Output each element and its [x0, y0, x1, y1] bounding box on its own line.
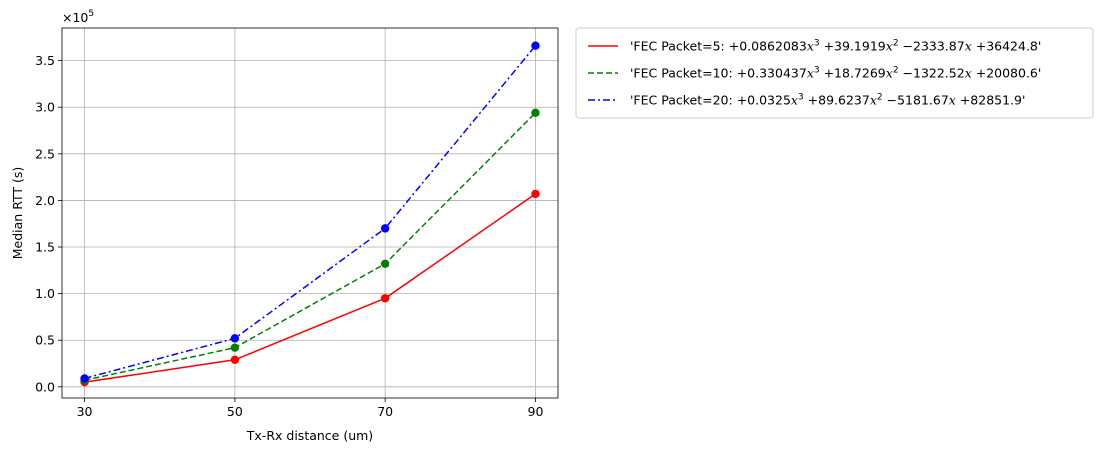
series-layer — [80, 41, 540, 387]
y-tick-label: 1.0 — [35, 286, 55, 301]
y-tick-label: 0.0 — [35, 379, 55, 394]
x-tick-label: 90 — [528, 404, 544, 419]
legend-entry: 'FEC Packet=5: +0.0862083x3 +39.1919x2 −… — [630, 39, 1041, 54]
legend-frame — [575, 27, 1094, 119]
data-point — [380, 259, 390, 268]
series-0 — [80, 189, 540, 387]
legend-entry: 'FEC Packet=20: +0.0325x3 +89.6237x2 −51… — [630, 93, 1025, 108]
plot-frame — [61, 27, 559, 399]
x-tick-label: 30 — [77, 404, 93, 419]
grid — [62, 28, 558, 398]
data-point — [380, 294, 390, 303]
y-axis-label: Median RTT (s) — [10, 167, 25, 260]
y-tick-label: 3.0 — [35, 100, 55, 115]
x-axis-label: Tx-Rx distance (um) — [246, 428, 373, 443]
data-point — [531, 108, 540, 118]
data-point — [230, 334, 240, 343]
y-tick-label: 1.5 — [35, 240, 55, 255]
ticks: 30 50 70 90 0.0 0.5 1.0 1.5 2.0 2.5 3.0 3.5 — [35, 53, 543, 419]
data-point — [531, 41, 540, 50]
series-line — [84, 193, 536, 383]
series-line — [84, 112, 536, 382]
legend-entry: 'FEC Packet=10: +0.330437x3 +18.7269x2 −… — [630, 66, 1041, 81]
series-line — [84, 45, 537, 380]
x-tick-label: 70 — [377, 404, 393, 419]
data-point — [230, 355, 240, 364]
data-point — [80, 374, 89, 383]
y-tick-label: 0.5 — [35, 333, 55, 348]
y-tick-label: 2.0 — [35, 193, 55, 208]
data-point — [531, 189, 540, 199]
y-axis-multiplier: ×105 — [62, 9, 94, 25]
x-tick-label: 50 — [227, 404, 243, 419]
y-tick-label: 2.5 — [35, 146, 55, 161]
series-2 — [80, 41, 540, 383]
data-point — [380, 224, 390, 233]
series-1 — [80, 108, 540, 385]
legend: 'FEC Packet=5: +0.0862083x3 +39.1919x2 −… — [575, 27, 1094, 119]
y-tick-label: 3.5 — [35, 53, 55, 68]
data-point — [230, 343, 240, 352]
